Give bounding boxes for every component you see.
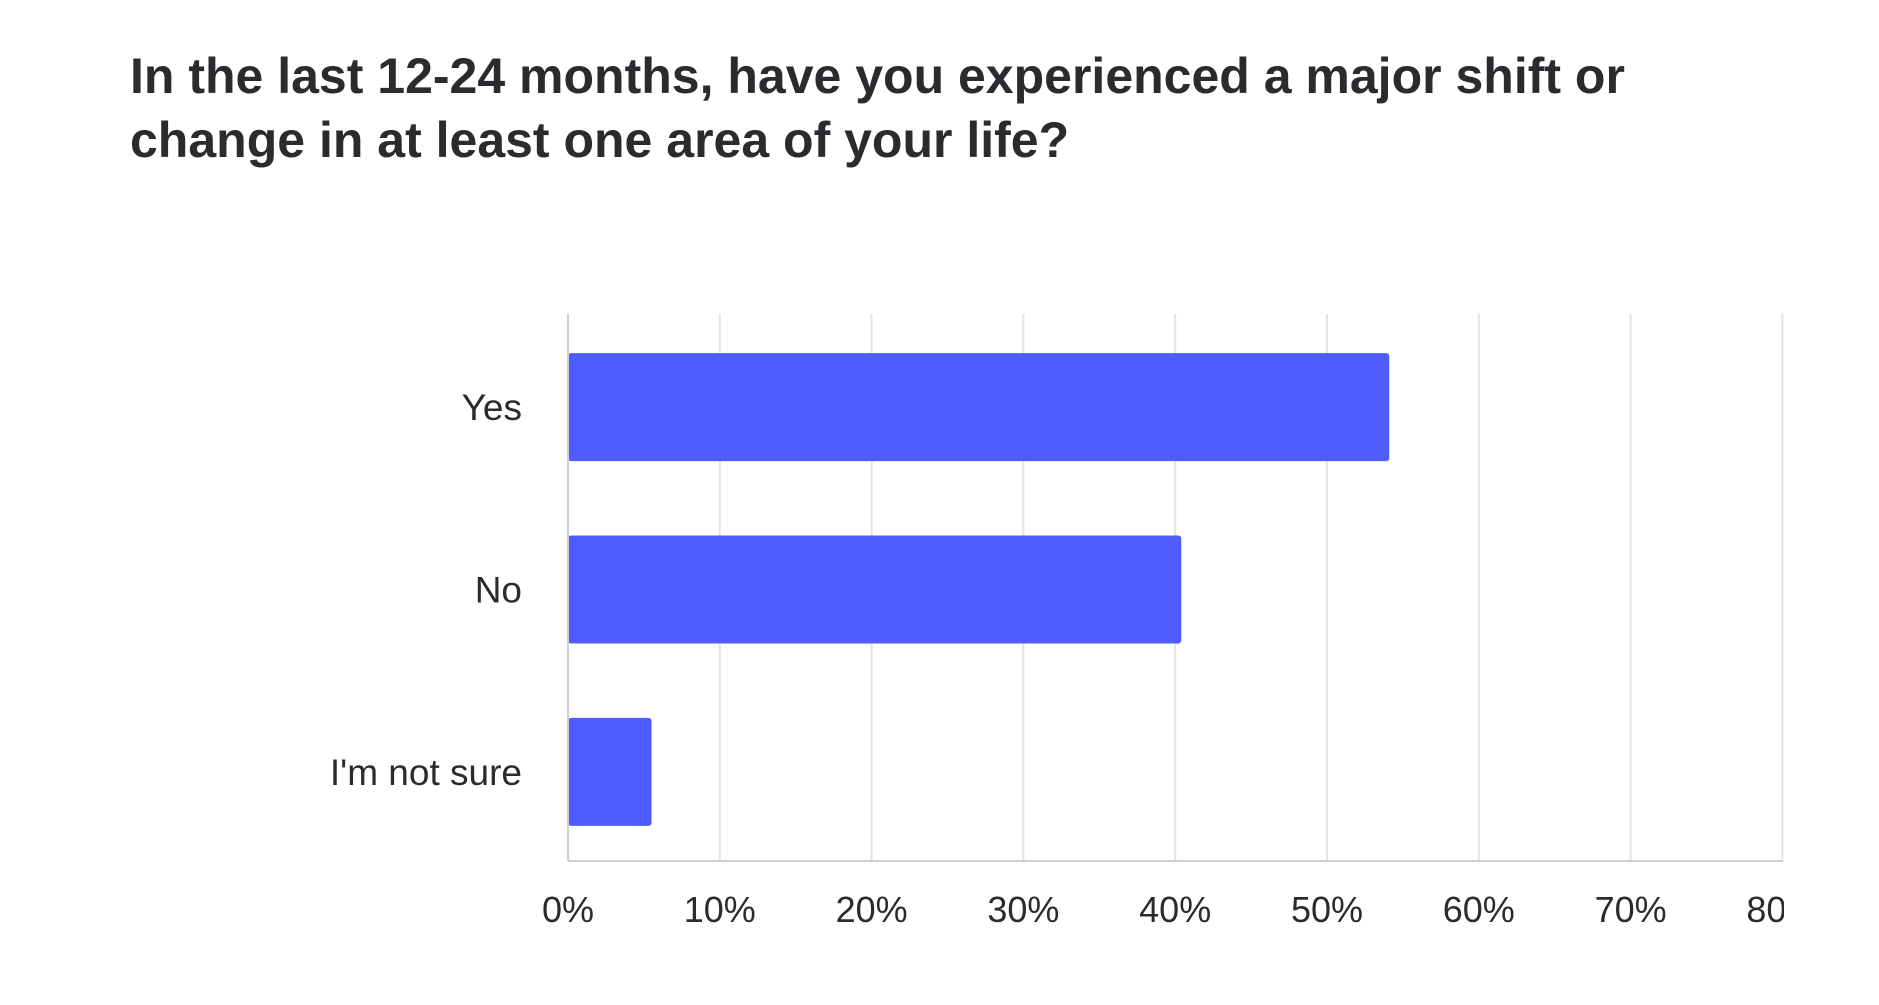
bar-i-m-not-sure [568, 717, 652, 826]
x-tick-label-30: 30% [987, 889, 1059, 930]
x-tick-label-80: 80% [1746, 889, 1818, 930]
x-tick-label-70: 70% [1595, 889, 1667, 930]
category-label-no: No [475, 570, 522, 611]
tick-labels: 0% 10% 20% 30% 40% 50% 60% 70% 80% [542, 889, 1818, 930]
bar-no [568, 535, 1182, 644]
bar-yes [568, 353, 1390, 462]
category-label-i-m-not-sure: I'm not sure [330, 752, 522, 793]
category-label-yes: Yes [462, 387, 522, 428]
bars [568, 353, 1390, 826]
x-tick-label-50: 50% [1291, 889, 1363, 930]
x-tick-label-60: 60% [1443, 889, 1515, 930]
x-tick-label-10: 10% [684, 889, 756, 930]
category-labels: Yes No I'm not sure [330, 387, 522, 793]
x-tick-label-0: 0% [542, 889, 594, 930]
chart-title: In the last 12-24 months, have you exper… [130, 48, 1625, 168]
x-tick-label-40: 40% [1139, 889, 1211, 930]
axes [567, 314, 1783, 862]
x-tick-label-20: 20% [836, 889, 908, 930]
